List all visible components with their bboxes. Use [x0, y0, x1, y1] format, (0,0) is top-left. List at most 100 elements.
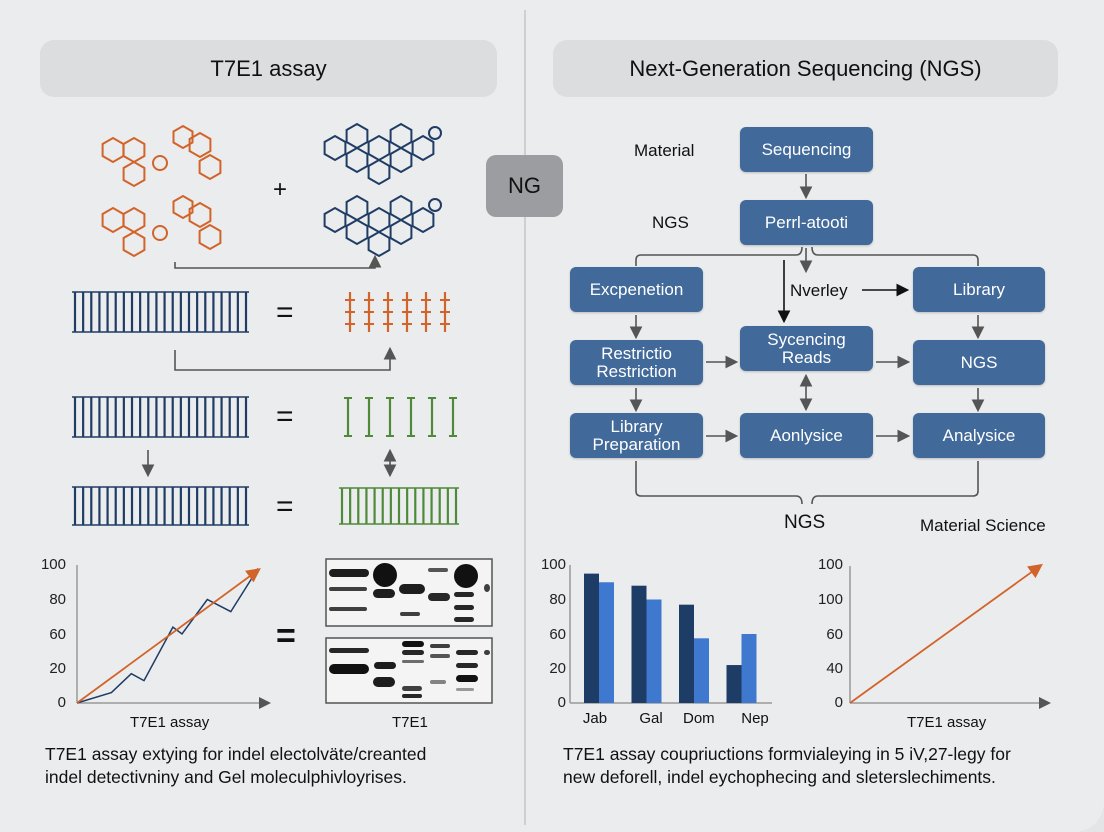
gel-band — [374, 662, 396, 669]
gel-band — [454, 592, 474, 597]
left-caption: T7E1 assay extying for indel electolväte… — [45, 743, 426, 789]
lc1-tick: 60 — [49, 626, 66, 643]
hexagon-ring — [367, 134, 391, 162]
equals-sign-1: = — [276, 296, 294, 329]
hexagon-ring — [345, 122, 369, 150]
flow-box-sycencing-reads: Sycencing Reads — [740, 326, 873, 371]
label-nverley: Nverley — [790, 281, 848, 300]
lc1-data-line — [76, 568, 259, 704]
flow-box-library: Library — [913, 267, 1045, 312]
hexagon-ring — [323, 134, 347, 162]
gel-band — [400, 612, 420, 616]
hexagon-ring — [367, 206, 391, 234]
left-caption-line1: T7E1 assay extying for indel electolväte… — [45, 744, 427, 764]
gel-band — [454, 617, 474, 622]
label-material: Material — [634, 141, 695, 160]
lc1-tick: 100 — [40, 556, 66, 573]
hexagon-ring — [172, 124, 194, 150]
gel-band — [430, 654, 450, 658]
flow-box-ngs: NGS — [913, 340, 1045, 385]
hexagon-ring — [101, 206, 125, 234]
gel-band — [484, 650, 490, 655]
gel-label: T7E1 — [392, 714, 428, 731]
bar-dom-s2 — [694, 638, 709, 703]
hexagon-ring — [198, 223, 222, 251]
flow-box-aonlysice: Aonlysice — [740, 413, 873, 458]
gel-band — [456, 675, 478, 682]
hexagon-ring — [389, 194, 413, 222]
gel-band — [402, 660, 424, 663]
gel-band — [329, 664, 369, 674]
right-caption: T7E1 assay coupriuctions formvialeying i… — [563, 743, 1011, 789]
hexagon-ring — [122, 230, 146, 258]
lc2-tick: 0 — [834, 694, 843, 711]
hexagon-ring — [345, 146, 369, 174]
lc1-xlabel: T7E1 assay — [130, 714, 210, 731]
bar-category: Gal — [639, 710, 663, 727]
lc1-trend-line — [76, 568, 261, 704]
hexagon-ring — [389, 218, 413, 246]
gel-band — [456, 688, 474, 691]
gel-band — [402, 694, 422, 698]
gel-band — [430, 644, 450, 648]
lc1-tick: 20 — [49, 660, 66, 677]
lc2-trend-line — [849, 563, 1043, 704]
gel-band — [428, 593, 450, 601]
gel-band — [329, 587, 367, 591]
hexagon-ring — [345, 194, 369, 222]
hexagon-ring — [188, 131, 212, 159]
bar-tick: 80 — [549, 591, 566, 608]
gel-band — [456, 650, 478, 655]
gel-band — [373, 589, 395, 598]
bar-gal-s2 — [646, 599, 662, 703]
bottom-bracket — [635, 461, 979, 505]
bar-jab-s1 — [584, 573, 599, 703]
gel-band — [484, 584, 490, 592]
hexagon-ring — [122, 160, 146, 188]
hexagon-ring — [101, 136, 125, 164]
bracket-arrow — [174, 346, 397, 371]
flow-box-excpenetion: Excpenetion — [570, 267, 703, 312]
equals-sign-4: = — [276, 617, 296, 655]
hexagon-ring — [122, 136, 146, 164]
equals-sign-2: = — [276, 400, 294, 433]
flow-box-perrl: Perrl-atooti — [740, 200, 873, 245]
equals-sign-3: = — [276, 490, 294, 523]
bar-tick: 0 — [557, 694, 566, 711]
flow-box-analysice: Analysice — [913, 413, 1045, 458]
gel-band — [430, 680, 446, 684]
flow-box-sequencing: Sequencing — [740, 127, 873, 172]
hexagon-ring — [367, 230, 391, 258]
bar-dom-s1 — [679, 604, 694, 703]
gel-band — [329, 569, 369, 577]
gel-band — [399, 584, 425, 594]
label-material-science: Material Science — [920, 516, 1046, 535]
gel-band — [373, 677, 395, 687]
lc2-tick: 40 — [826, 660, 843, 677]
right-caption-line2: new deforell, indel eychophecing and sle… — [563, 767, 996, 787]
connector-path — [811, 246, 979, 266]
ring-icon — [152, 225, 168, 241]
left-title-pill: T7E1 assay — [40, 40, 497, 97]
center-badge: NG — [486, 155, 563, 217]
lc1-tick: 0 — [57, 694, 66, 711]
ring-icon — [428, 126, 442, 140]
hexagon-ring — [198, 153, 222, 181]
flow-box-restriction: Restrictio Restriction — [570, 340, 703, 385]
hexagon-ring — [122, 206, 146, 234]
gel-band — [456, 663, 478, 668]
hexagon-ring — [188, 201, 212, 229]
hexagon-ring — [411, 206, 435, 234]
lc2-tick: 100 — [817, 591, 843, 608]
bar-category: Dom — [683, 710, 715, 727]
hexagon-ring — [323, 206, 347, 234]
bar-category: Nep — [741, 710, 769, 727]
gel-band — [402, 650, 424, 655]
right-title: Next-Generation Sequencing (NGS) — [629, 55, 982, 81]
ring-icon — [428, 198, 442, 212]
hexagon-ring — [367, 158, 391, 186]
gel-band — [454, 605, 474, 610]
bar-gal-s1 — [631, 585, 647, 703]
gel-band — [329, 607, 367, 611]
